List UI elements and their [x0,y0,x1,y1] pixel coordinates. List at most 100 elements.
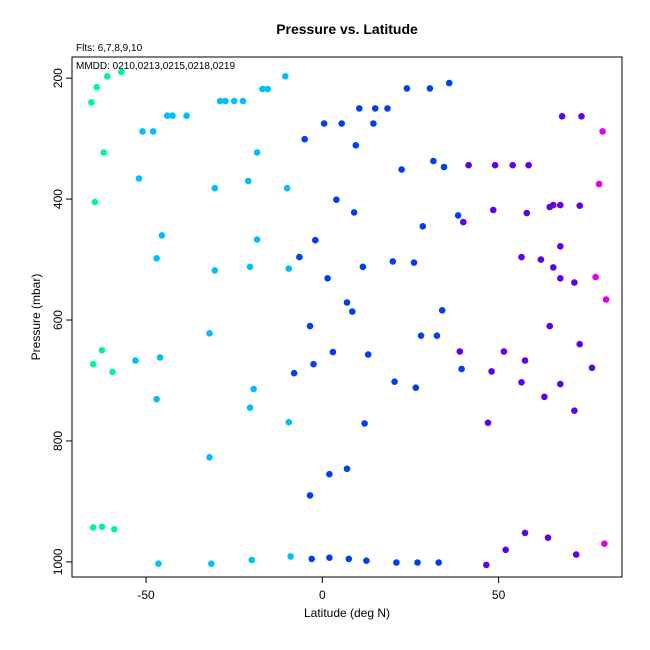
data-point [557,380,564,388]
data-point [324,275,331,282]
data-point [483,561,490,569]
data-point [557,243,564,250]
data-point [89,360,97,368]
data-point [343,299,351,306]
data-point [445,79,453,87]
data-point [91,198,99,206]
data-point [98,523,106,531]
data-point [521,357,529,364]
data-point [398,166,405,173]
data-point [216,97,224,105]
data-point [433,332,441,340]
data-point [264,85,272,93]
data-point [132,357,139,364]
data-point [571,407,578,415]
data-point [253,149,261,156]
data-point [490,206,497,214]
data-point [391,378,398,386]
data-point [285,265,293,272]
data-point [546,322,553,330]
data-point [211,267,219,274]
x-axis: -50 0 50 [137,577,506,602]
y-tick-label: 400 [51,189,65,209]
data-point [246,404,254,412]
data-point [588,364,596,372]
data-point [488,368,495,375]
data-point [550,264,557,271]
data-point [384,105,391,112]
data-point [521,529,529,537]
data-point [458,365,465,373]
data-point [592,273,599,281]
y-tick-label: 1000 [51,548,65,575]
data-point [206,454,213,461]
data-point [153,395,160,403]
data-point [246,263,254,271]
data-point [352,142,360,149]
data-point [361,420,368,427]
data-point [576,340,583,348]
data-point [149,128,157,135]
data-point [100,149,107,156]
data-point [333,196,340,203]
data-point [326,554,333,561]
data-point [456,348,464,355]
data-point [88,99,95,106]
data-point [118,68,125,76]
points-layer [88,68,610,569]
flights-annotation: Flts: 6,7,8,9,10 [76,43,143,54]
data-point [350,209,358,216]
y-tick-label: 200 [51,68,65,88]
data-point [139,128,146,135]
data-point [109,368,116,376]
data-point [595,180,603,188]
data-point [222,97,229,105]
data-point [430,157,437,165]
data-point [599,128,606,135]
data-point [601,540,608,547]
data-point [389,258,397,265]
data-point [111,525,118,533]
dates-annotation: MMDD: 0210,0213,0215,0218,0219 [76,61,235,72]
data-point [349,308,356,315]
data-point [393,559,400,566]
data-point [283,184,291,192]
data-point [169,112,176,119]
data-point [454,212,462,219]
data-point [306,492,314,499]
data-point [412,384,420,392]
data-point [440,163,448,171]
data-point [153,254,160,262]
plot-frame [71,56,623,578]
x-axis-label: Latitude (deg N) [304,606,390,620]
data-point [245,177,252,185]
data-point [282,73,289,80]
data-point [502,546,510,554]
data-point [410,259,418,266]
data-point [557,201,564,209]
data-point [500,348,508,355]
data-point [211,184,219,192]
data-point [290,369,298,377]
data-point [329,348,337,356]
data-point [259,85,266,93]
data-point [98,347,106,354]
data-point [426,85,434,92]
chart-title: Pressure vs. Latitude [276,21,418,37]
data-point [417,332,425,340]
data-point [248,556,256,564]
data-point [460,218,467,226]
data-point [525,161,532,169]
data-point [312,236,319,244]
data-point [544,534,552,541]
data-point [491,161,499,169]
data-point [356,105,363,112]
data-point [465,161,472,169]
data-point [359,263,367,271]
data-point [414,559,421,566]
data-point [518,379,525,386]
data-point [602,296,610,303]
y-axis-label: Pressure (mbar) [29,274,43,361]
data-point [301,135,309,143]
